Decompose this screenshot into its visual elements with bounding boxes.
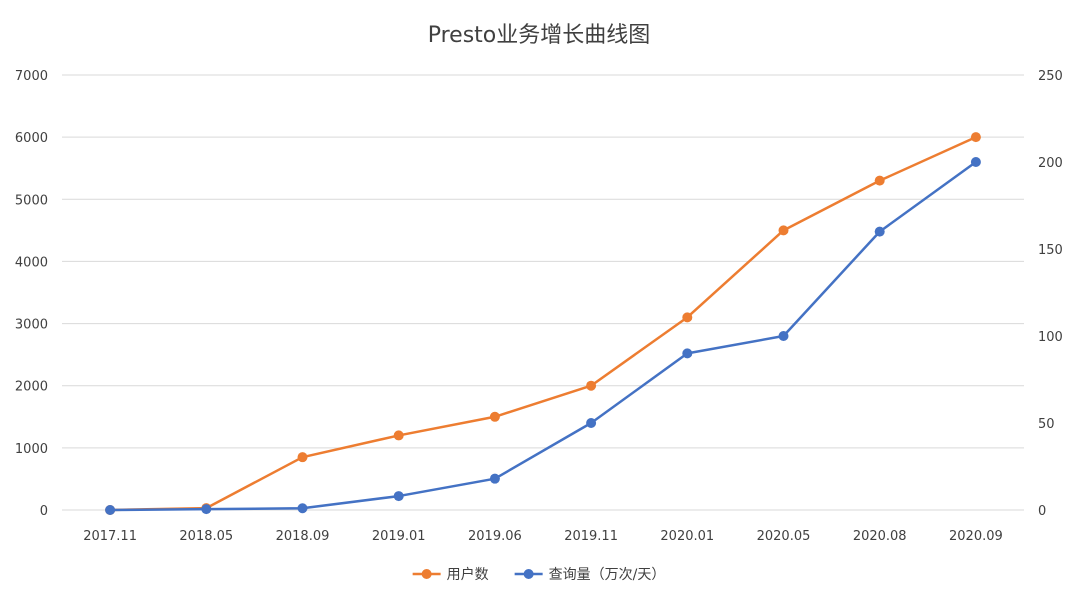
data-point [682,312,693,323]
series-line-1 [110,160,977,512]
data-point [586,380,597,391]
y-left-tick-label: 1000 [15,442,48,457]
x-tick-label: 2020.09 [949,529,1003,544]
data-point [489,473,500,484]
legend-marker [523,569,534,579]
legend-label: 查询量（万次/天） [549,567,666,583]
data-point [586,418,597,428]
y-axis-right: 0 50 100 150 200 250 [1038,69,1063,519]
y-right-tick-label: 200 [1038,156,1063,171]
chart-title: Presto业务增长曲线图 [428,23,651,48]
y-left-tick-label: 2000 [15,380,48,395]
x-axis: 2017.11 2018.05 2018.09 2019.01 2019.06 2019.… [83,529,1003,544]
legend-item-1: 查询量（万次/天） [514,567,666,583]
series-line-0 [110,136,977,512]
x-tick-label: 2019.11 [564,529,618,544]
data-point [874,175,885,186]
x-tick-label: 2018.05 [179,529,233,544]
data-point [489,411,500,422]
y-axis-left: 0 1000 2000 3000 4000 5000 6000 7000 [15,69,48,519]
data-point [297,503,308,514]
x-tick-label: 2019.01 [372,529,426,544]
x-tick-label: 2020.05 [757,529,811,544]
data-point [682,348,693,359]
data-point [778,331,789,341]
data-point [105,505,116,515]
y-right-tick-label: 0 [1038,504,1046,519]
y-left-tick-label: 4000 [15,255,48,270]
x-tick-label: 2020.01 [660,529,714,544]
legend: 用户数 查询量（万次/天） [412,566,666,583]
legend-item-0: 用户数 [412,566,489,583]
x-tick-label: 2017.11 [83,529,137,544]
x-tick-label: 2019.06 [468,529,522,544]
y-left-tick-label: 5000 [15,193,48,208]
x-tick-label: 2020.08 [853,529,907,544]
y-left-tick-label: 0 [40,504,48,519]
data-point [970,132,981,143]
y-right-tick-label: 250 [1038,69,1063,84]
legend-label: 用户数 [447,566,489,583]
legend-marker [421,569,432,579]
y-right-tick-label: 50 [1038,417,1055,432]
data-point [297,452,308,463]
y-left-tick-label: 3000 [15,318,48,333]
data-point [874,226,885,237]
y-left-tick-label: 7000 [15,69,48,84]
data-point [393,491,404,502]
y-left-tick-label: 6000 [15,131,48,146]
gridlines [62,74,1024,511]
data-point [201,504,212,515]
series-layer [105,132,981,515]
data-point [778,225,789,236]
x-tick-label: 2018.09 [276,529,330,544]
data-point [393,430,404,441]
data-point [970,157,981,167]
y-right-tick-label: 100 [1038,330,1063,345]
y-right-tick-label: 150 [1038,243,1063,258]
